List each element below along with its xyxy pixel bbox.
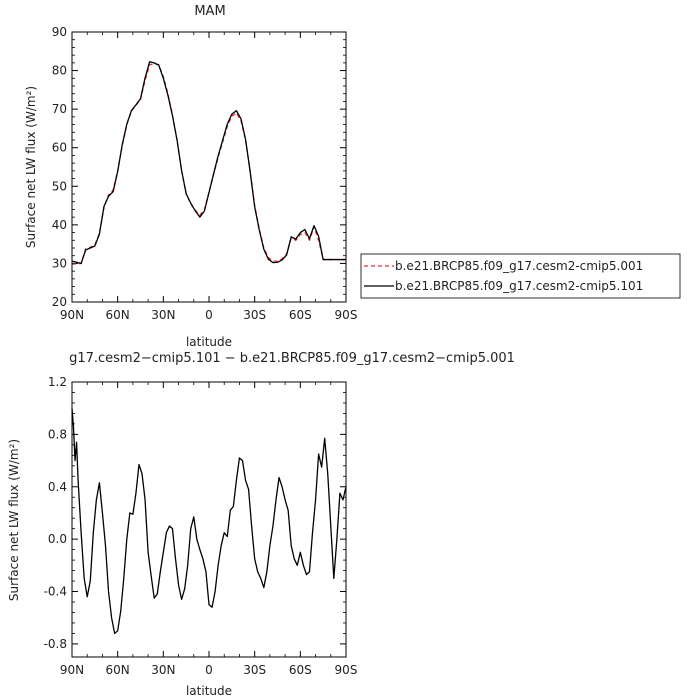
bottom-y-axis-label: Surface net LW flux (W/m²) xyxy=(7,439,21,601)
top-plot-frame xyxy=(71,31,347,303)
legend-label-series-1: b.e21.BRCP85.f09_g17.cesm2-cmip5.001 xyxy=(395,259,643,273)
top-y-tick-label: 40 xyxy=(52,218,67,232)
bottom-x-tick-label: 90N xyxy=(60,663,84,677)
bottom-x-tick-label: 90S xyxy=(335,663,358,677)
top-series-line-1 xyxy=(71,62,346,265)
bottom-y-tick-label: -0.8 xyxy=(44,637,67,651)
top-x-tick-label: 30S xyxy=(243,308,266,322)
top-x-tick-label: 0 xyxy=(205,308,213,322)
top-y-tick-label: 70 xyxy=(52,102,67,116)
top-x-tick-label: 90N xyxy=(60,308,84,322)
bottom-y-tick-label: 0.4 xyxy=(48,480,67,494)
top-series-group xyxy=(71,61,346,265)
top-x-axis-label: latitude xyxy=(186,335,232,349)
bottom-series-group xyxy=(71,408,347,635)
top-y-tick-label: 90 xyxy=(52,25,67,39)
bottom-x-tick-label: 60S xyxy=(289,663,312,677)
bottom-plot-frame xyxy=(71,381,347,658)
top-y-axis-label: Surface net LW flux (W/m²) xyxy=(24,86,38,248)
top-axis-ticks: 90N 60N 30N 0 30S 60S 90S 20 30 40 50 60 70 80 90 xyxy=(52,25,358,322)
legend-label-series-2: b.e21.BRCP85.f09_g17.cesm2-cmip5.101 xyxy=(395,279,643,293)
legend-box xyxy=(360,253,681,299)
legend: b.e21.BRCP85.f09_g17.cesm2-cmip5.001 b.e… xyxy=(360,253,681,299)
bottom-x-axis-label: latitude xyxy=(186,684,232,698)
top-y-tick-label: 30 xyxy=(52,256,67,270)
top-x-tick-label: 60N xyxy=(106,308,130,322)
bottom-y-tick-label: -0.4 xyxy=(44,585,67,599)
top-y-tick-label: 80 xyxy=(52,64,67,78)
top-title: MAM xyxy=(194,4,225,19)
bottom-x-tick-label: 60N xyxy=(106,663,130,677)
bottom-x-tick-label: 0 xyxy=(205,663,213,677)
top-series-line-2 xyxy=(71,61,346,265)
bottom-title: g17.cesm2−cmip5.101 − b.e21.BRCP85.f09_g… xyxy=(69,351,515,366)
top-y-tick-label: 20 xyxy=(52,295,67,309)
top-x-tick-label: 90S xyxy=(335,308,358,322)
bottom-axis-ticks: 90N 60N 30N 0 30S 60S 90S -0.8 -0.4 0.0 0.4 0.8 1.2 xyxy=(44,375,358,677)
bottom-series-line-1 xyxy=(71,408,347,635)
top-y-tick-label: 50 xyxy=(52,179,67,193)
bottom-y-tick-label: 1.2 xyxy=(48,375,67,389)
bottom-y-tick-label: 0.0 xyxy=(48,532,67,546)
bottom-panel: g17.cesm2−cmip5.101 − b.e21.BRCP85.f09_g… xyxy=(7,351,515,698)
top-panel: MAM 90N 60N 30N 0 30S 60S 90S2030405060708090 … xyxy=(24,4,357,349)
bottom-y-tick-label: 0.8 xyxy=(48,427,67,441)
top-x-tick-label: 60S xyxy=(289,308,312,322)
bottom-x-tick-label: 30S xyxy=(243,663,266,677)
top-y-tick-label: 60 xyxy=(52,141,67,155)
bottom-x-tick-label: 30N xyxy=(151,663,175,677)
top-x-tick-label: 30N xyxy=(151,308,175,322)
